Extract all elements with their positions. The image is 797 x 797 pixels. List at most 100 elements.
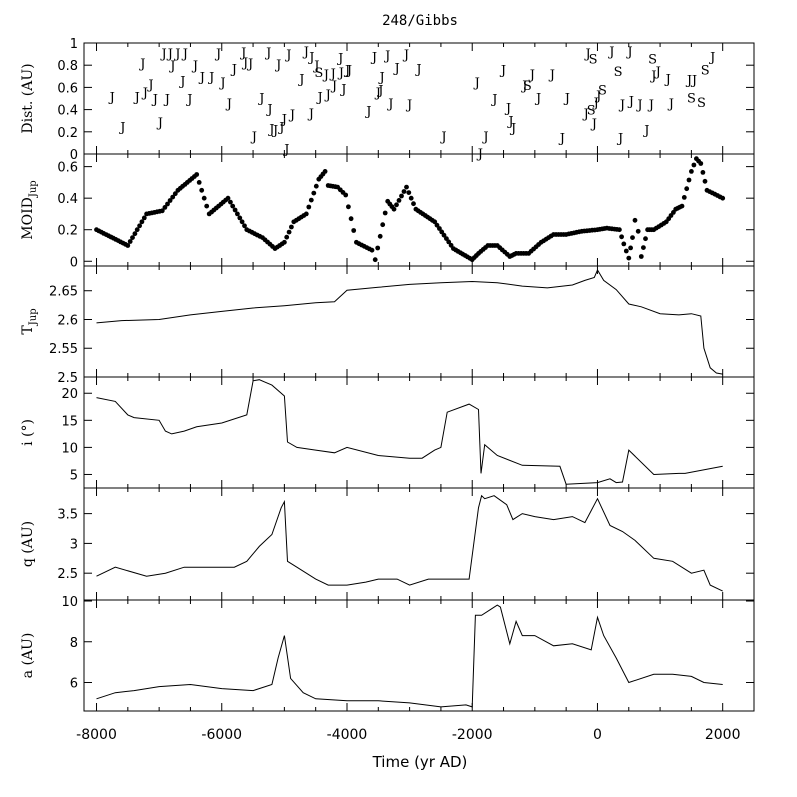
moid-point [228, 199, 233, 205]
encounter-marker: J [297, 73, 304, 88]
y-axis-label-tjup: TJup [20, 308, 39, 334]
moid-point [162, 205, 168, 210]
encounter-marker: J [625, 45, 632, 60]
encounter-marker: J [230, 63, 237, 78]
encounter-marker: J [534, 91, 541, 106]
moid-point [635, 228, 641, 234]
encounter-marker: J [168, 59, 175, 74]
encounter-marker: J [141, 86, 148, 101]
moid-point [303, 211, 309, 217]
encounter-marker: J [274, 58, 281, 73]
y-axis-label-subscript: Jup [28, 180, 39, 198]
moid-point [137, 223, 143, 229]
x-tick-label: -4000 [327, 727, 368, 743]
encounter-marker: J [284, 48, 291, 63]
moid-point [201, 195, 207, 201]
encounter-marker: J [207, 70, 214, 85]
encounter-marker: J [312, 59, 319, 74]
moid-point [382, 210, 388, 216]
moid-point [689, 169, 694, 174]
y-axis-label-text: a (AU) [20, 633, 36, 679]
moid-point [225, 195, 231, 201]
y-tick-label: 2.55 [49, 342, 78, 357]
encounter-marker: S [687, 91, 696, 106]
encounter-marker: J [198, 70, 205, 85]
encounter-marker: J [490, 93, 497, 108]
encounter-marker: J [528, 68, 535, 83]
y-tick-label: 8 [70, 636, 78, 651]
moid-point [626, 255, 632, 261]
y-tick-label: 0.4 [57, 104, 78, 119]
encounter-marker: J [558, 131, 565, 146]
moid-point [127, 239, 133, 244]
moid-point [343, 192, 349, 198]
series-line-q [96, 494, 723, 592]
encounter-marker: J [118, 120, 125, 135]
panel-tjup: 2.5 2.55 2.6 2.65 TJup [20, 265, 755, 386]
series-line-a [96, 604, 723, 708]
encounter-marker: J [377, 70, 384, 85]
moid-point [167, 198, 173, 203]
encounter-marker: J [627, 95, 634, 110]
panel-frame [83, 265, 755, 378]
moid-point [172, 191, 178, 197]
moid-point [282, 239, 287, 245]
moid-point [377, 233, 383, 239]
y-tick-label: 3 [70, 537, 78, 552]
encounter-marker: J [214, 47, 221, 62]
x-axis-label: Time (yr AD) [372, 753, 468, 771]
y-tick-label: 0 [70, 255, 78, 270]
encounter-marker: J [133, 90, 140, 105]
moid-point [235, 211, 240, 217]
encounter-marker: J [336, 51, 343, 66]
moid-point [159, 208, 165, 214]
encounter-marker: J [337, 66, 344, 81]
moid-point [691, 162, 697, 168]
encounter-marker: J [163, 93, 170, 108]
encounter-marker: J [473, 76, 480, 91]
moid-point [196, 180, 202, 185]
y-tick-label: 3.5 [57, 508, 78, 523]
encounter-marker: S [589, 53, 598, 68]
encounter-marker: J [520, 79, 527, 94]
x-tick-label: -2000 [452, 727, 493, 743]
panel-a: 6 8 10 a (AU) [20, 595, 755, 712]
encounter-marker: J [239, 46, 246, 61]
encounter-marker: J [616, 131, 623, 146]
encounter-marker: S [523, 79, 532, 94]
y-axis-label-moid: MOIDJup [20, 180, 39, 239]
y-axis-label-text: T [20, 325, 36, 335]
series-line-incl [96, 379, 723, 485]
moid-point [681, 195, 687, 200]
encounter-marker: J [146, 78, 153, 93]
moid-point [130, 235, 135, 241]
moid-point [411, 201, 416, 207]
encounter-marker: J [267, 123, 274, 138]
moid-point [230, 203, 236, 209]
moid-point [630, 235, 635, 241]
moid-point [643, 236, 648, 242]
x-tick-label: 2000 [705, 727, 741, 743]
encounter-marker: J [166, 47, 173, 62]
encounter-marker: J [405, 98, 412, 113]
encounter-marker: S [701, 64, 710, 79]
y-axis-label-text: q (AU) [20, 521, 36, 567]
encounter-marker: J [156, 116, 163, 131]
moid-point [632, 217, 638, 223]
moid-point [306, 204, 312, 210]
encounter-marker: J [667, 97, 674, 112]
encounter-marker: J [563, 91, 570, 106]
encounter-marker: J [649, 69, 656, 84]
moid-point [700, 170, 706, 175]
moid-point [311, 190, 317, 196]
encounter-marker: J [635, 98, 642, 113]
moid-point [139, 219, 145, 225]
y-tick-label: 2.6 [57, 313, 78, 328]
moid-point [194, 172, 200, 177]
moid-point [399, 193, 404, 199]
encounter-marker: J [343, 64, 350, 79]
moid-point [391, 206, 397, 212]
encounter-marker: J [288, 108, 295, 123]
encounter-marker: J [280, 113, 287, 128]
